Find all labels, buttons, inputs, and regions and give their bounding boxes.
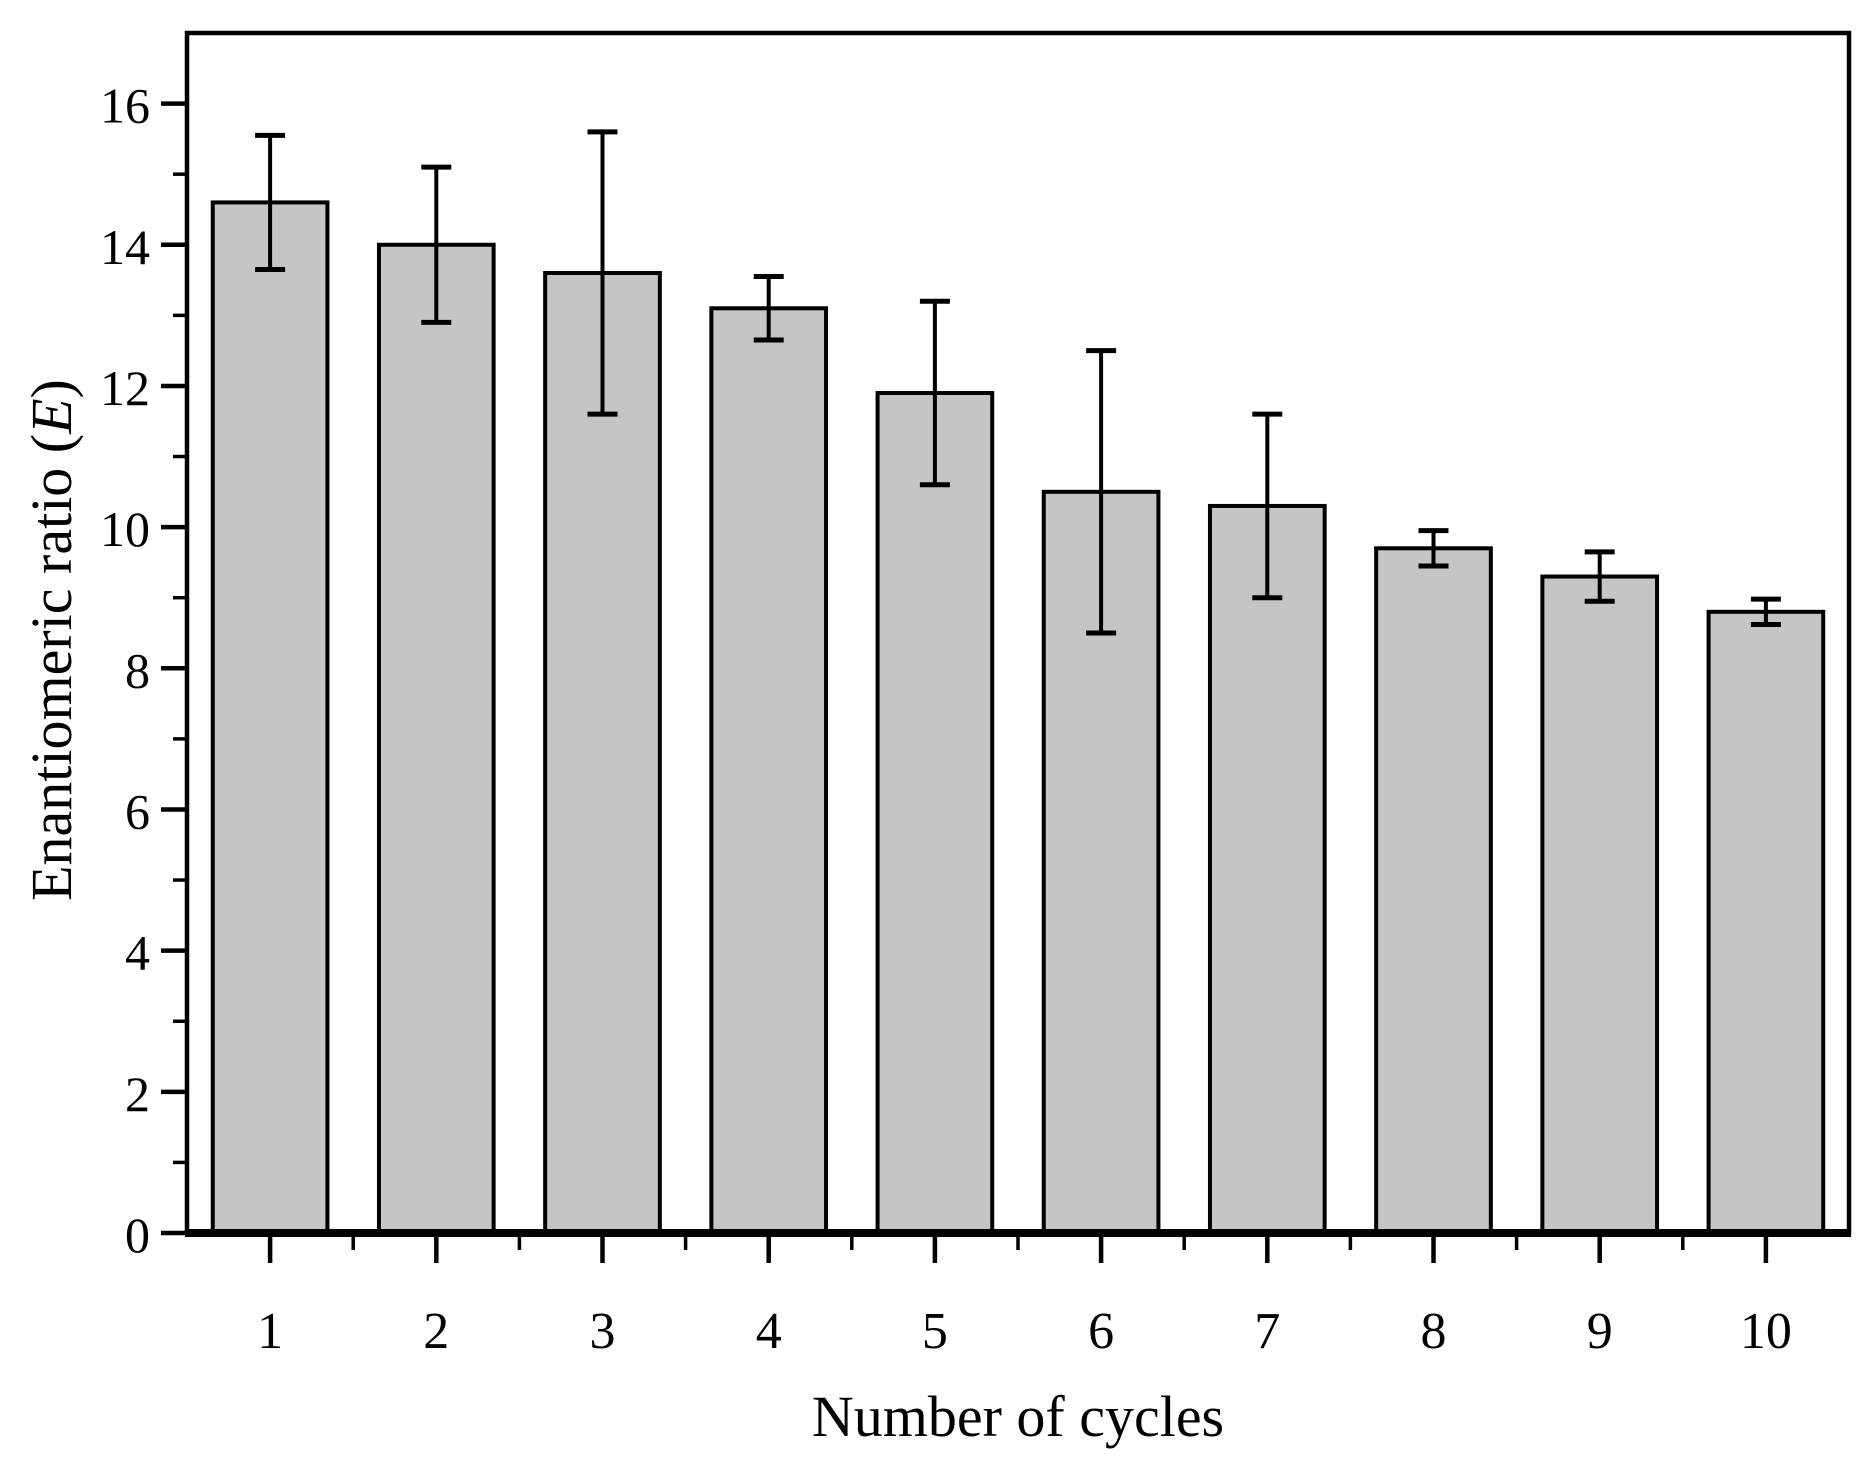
bar: [1207, 503, 1327, 1235]
y-axis-title-italic-e: E: [19, 398, 84, 434]
x-tick-label: 6: [1088, 1303, 1114, 1360]
y-tick-label: 8: [125, 642, 150, 698]
x-tick-label: 2: [423, 1303, 449, 1360]
x-tick-label: 8: [1421, 1303, 1447, 1360]
y-axis-title-text: Enantiomeric ratio (: [19, 433, 84, 901]
x-tick-label: 1: [257, 1303, 283, 1360]
y-tick-label: 2: [125, 1066, 150, 1122]
y-tick-label: 12: [100, 360, 150, 416]
x-tick-label: 10: [1740, 1303, 1792, 1360]
bar: [1540, 574, 1660, 1235]
bar: [709, 306, 829, 1235]
bar: [376, 242, 496, 1235]
y-tick-label: 4: [125, 925, 150, 981]
y-tick-label: 6: [125, 783, 150, 839]
y-tick-label: 16: [100, 78, 150, 134]
y-tick-label: 14: [100, 219, 150, 275]
bar: [543, 271, 662, 1235]
x-axis-title: Number of cycles: [811, 1384, 1225, 1449]
x-tick-label: 3: [590, 1303, 616, 1360]
y-axis-title: Enantiomeric ratio (E): [19, 140, 84, 1140]
y-tick-label: 0: [125, 1207, 150, 1263]
bar: [875, 391, 995, 1235]
x-tick-label: 4: [756, 1303, 782, 1360]
y-tick-label: 10: [100, 501, 150, 557]
bar: [1706, 609, 1826, 1235]
bar: [210, 200, 330, 1236]
bar: [1374, 546, 1493, 1235]
x-tick-label: 5: [922, 1303, 948, 1360]
y-axis-title-close-paren: ): [19, 379, 84, 399]
x-tick-label: 9: [1587, 1303, 1613, 1360]
x-tick-label: 7: [1254, 1303, 1280, 1360]
